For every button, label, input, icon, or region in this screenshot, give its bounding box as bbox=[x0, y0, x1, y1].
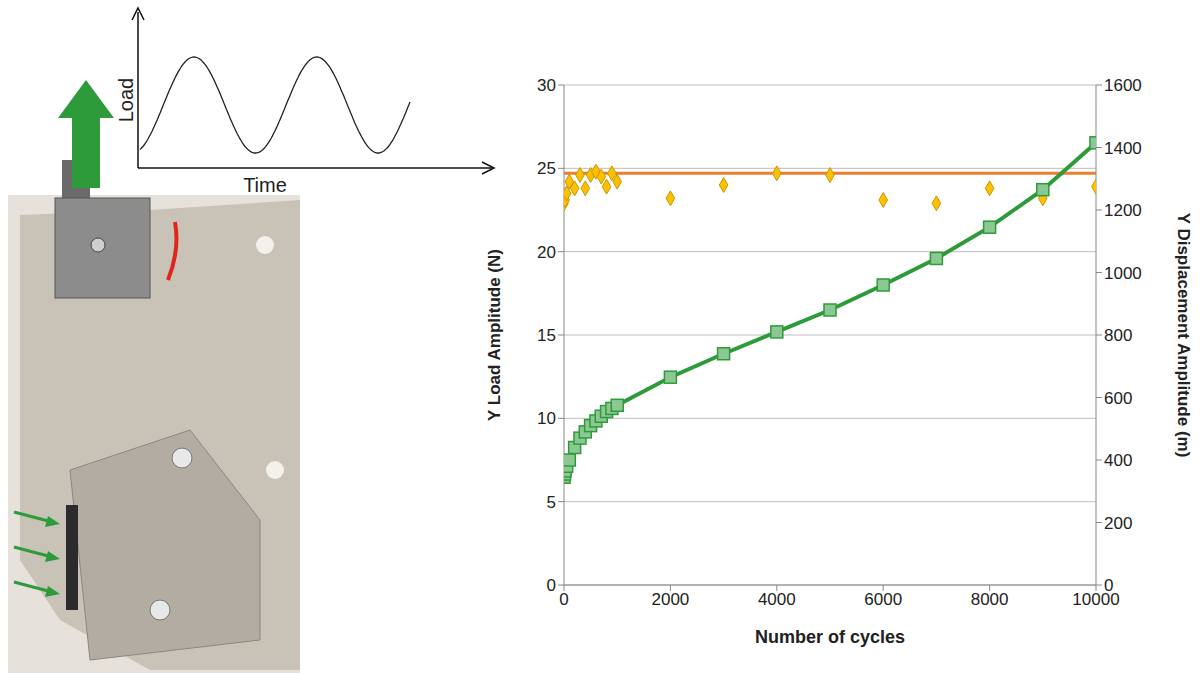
svg-text:1200: 1200 bbox=[1104, 201, 1142, 220]
svg-text:5: 5 bbox=[547, 493, 556, 512]
svg-text:8000: 8000 bbox=[971, 590, 1009, 609]
svg-text:0: 0 bbox=[1104, 576, 1113, 595]
svg-text:30: 30 bbox=[537, 76, 556, 95]
svg-text:Number of cycles: Number of cycles bbox=[755, 627, 905, 647]
svg-text:Y Load Amplitude (N): Y Load Amplitude (N) bbox=[485, 249, 504, 421]
svg-text:200: 200 bbox=[1104, 514, 1132, 533]
svg-text:15: 15 bbox=[537, 326, 556, 345]
svg-text:10: 10 bbox=[537, 409, 556, 428]
svg-text:800: 800 bbox=[1104, 326, 1132, 345]
svg-text:Load: Load bbox=[115, 78, 137, 123]
svg-text:Time: Time bbox=[243, 174, 287, 196]
svg-text:1000: 1000 bbox=[1104, 264, 1142, 283]
svg-text:6000: 6000 bbox=[864, 590, 902, 609]
svg-text:2000: 2000 bbox=[651, 590, 689, 609]
svg-text:10000: 10000 bbox=[1072, 590, 1120, 610]
svg-text:25: 25 bbox=[537, 159, 556, 178]
svg-text:20: 20 bbox=[537, 243, 556, 262]
svg-text:Y Displacement Amplitude (m): Y Displacement Amplitude (m) bbox=[1174, 213, 1193, 458]
svg-text:1600: 1600 bbox=[1104, 76, 1142, 95]
svg-text:400: 400 bbox=[1104, 451, 1132, 470]
svg-text:600: 600 bbox=[1104, 389, 1132, 408]
svg-text:1400: 1400 bbox=[1104, 139, 1142, 158]
svg-text:4000: 4000 bbox=[758, 590, 796, 609]
svg-text:0: 0 bbox=[559, 590, 568, 609]
svg-text:0: 0 bbox=[547, 576, 556, 595]
